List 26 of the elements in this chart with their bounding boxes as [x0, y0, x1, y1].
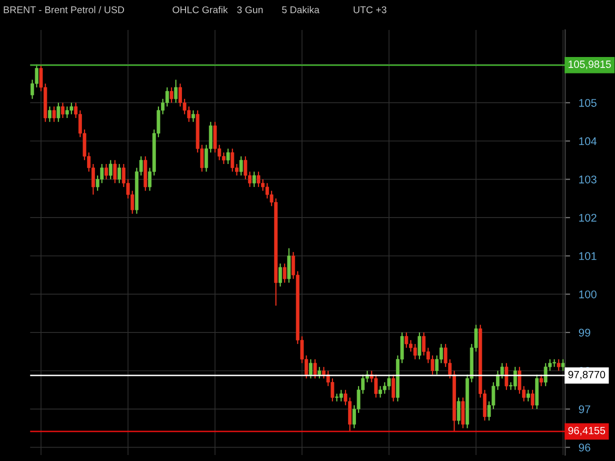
chart-title: BRENT - Brent Petrol / USD [4, 6, 124, 14]
text: 3 Gun [237, 6, 263, 14]
candlestick [70, 102, 74, 115]
candlestick [52, 106, 56, 122]
candlestick [335, 393, 339, 402]
ref-line-label: 105,9815 [568, 60, 611, 70]
text: UTC +3 [354, 6, 386, 14]
candlestick [256, 171, 260, 188]
y-tick-label: 100 [579, 290, 596, 298]
text: OHLC Grafik [172, 6, 228, 14]
y-tick-label: 96 [578, 444, 590, 452]
candlestick [387, 374, 391, 390]
candlestick [404, 332, 408, 348]
text: 5 Dakika [282, 6, 320, 14]
y-tick-label: 105 [579, 98, 596, 107]
y-tick-label: 97 [578, 405, 590, 414]
candlestick [318, 366, 322, 379]
y-tick-label: 99 [578, 328, 590, 337]
y-tick-label: 104 [579, 137, 597, 146]
candlestick [56, 102, 60, 122]
ref-line-label: 96,4155 [568, 426, 606, 436]
y-tick-label: 101 [579, 252, 596, 260]
y-tick-label: 103 [579, 176, 596, 184]
candlestick [226, 148, 230, 165]
y-tick-label: 102 [579, 214, 596, 222]
ref-line-label: 97,8770 [568, 370, 606, 380]
